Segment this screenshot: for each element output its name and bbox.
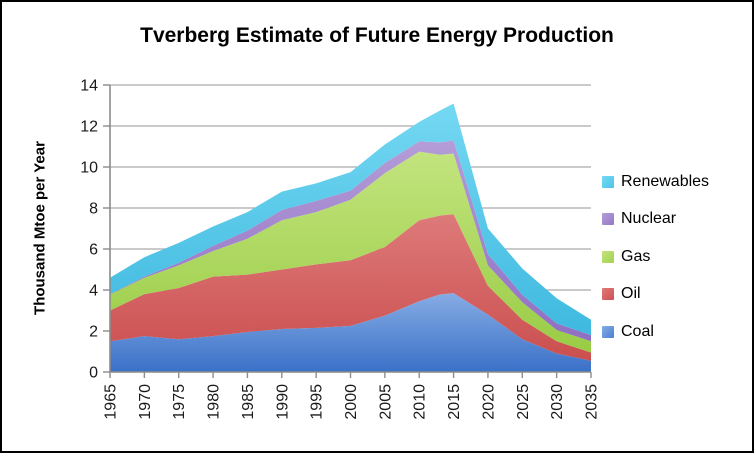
y-tick-label: 2 bbox=[89, 324, 98, 341]
x-tick-label: 2015 bbox=[446, 384, 463, 420]
legend-label: Oil bbox=[621, 285, 641, 302]
x-tick-label: 2005 bbox=[377, 384, 394, 420]
legend-label: Renewables bbox=[621, 173, 710, 190]
y-axis-title: Thousand Mtoe per Year bbox=[31, 141, 49, 315]
x-tick-label: 1990 bbox=[274, 384, 291, 420]
x-tick-label: 1975 bbox=[171, 384, 188, 420]
area-gas bbox=[110, 151, 591, 353]
y-tick-label: 8 bbox=[89, 201, 98, 218]
area-coal bbox=[110, 293, 591, 372]
legend-item-oil: Oil bbox=[602, 285, 641, 303]
legend-item-renewables: Renewables bbox=[602, 173, 709, 191]
legend-label: Nuclear bbox=[621, 210, 677, 227]
x-tick-label: 2025 bbox=[515, 384, 532, 420]
y-tick-label: 10 bbox=[80, 160, 98, 177]
x-tick-label: 2000 bbox=[343, 384, 360, 420]
legend-swatch-renewables bbox=[602, 176, 614, 188]
legend-swatch-nuclear bbox=[602, 213, 614, 225]
legend-item-coal: Coal bbox=[602, 323, 654, 341]
legend-swatch-oil bbox=[602, 288, 614, 300]
legend-label: Coal bbox=[621, 323, 654, 340]
y-tick-label: 12 bbox=[80, 119, 98, 136]
legend-item-gas: Gas bbox=[602, 248, 650, 266]
y-tick-label: 6 bbox=[89, 242, 98, 259]
x-tick-label: 1970 bbox=[137, 384, 154, 420]
x-tick-label: 1965 bbox=[103, 384, 120, 420]
legend-swatch-gas bbox=[602, 251, 614, 263]
x-tick-label: 2030 bbox=[549, 384, 566, 420]
legend-label: Gas bbox=[621, 248, 651, 265]
y-tick-label: 14 bbox=[80, 78, 98, 95]
x-tick-label: 2035 bbox=[584, 384, 601, 420]
y-tick-label: 0 bbox=[89, 365, 98, 382]
x-tick-label: 1995 bbox=[309, 384, 326, 420]
x-tick-label: 1980 bbox=[206, 384, 223, 420]
area-oil bbox=[110, 214, 591, 361]
area-renewables bbox=[110, 103, 591, 336]
y-tick-label: 4 bbox=[89, 283, 98, 300]
legend-swatch-coal bbox=[602, 326, 614, 338]
x-tick-label: 2020 bbox=[480, 384, 497, 420]
x-tick-label: 1985 bbox=[240, 384, 257, 420]
chart-title: Tverberg Estimate of Future Energy Produ… bbox=[140, 24, 614, 47]
x-tick-label: 2010 bbox=[412, 384, 429, 420]
legend-item-nuclear: Nuclear bbox=[602, 210, 676, 228]
